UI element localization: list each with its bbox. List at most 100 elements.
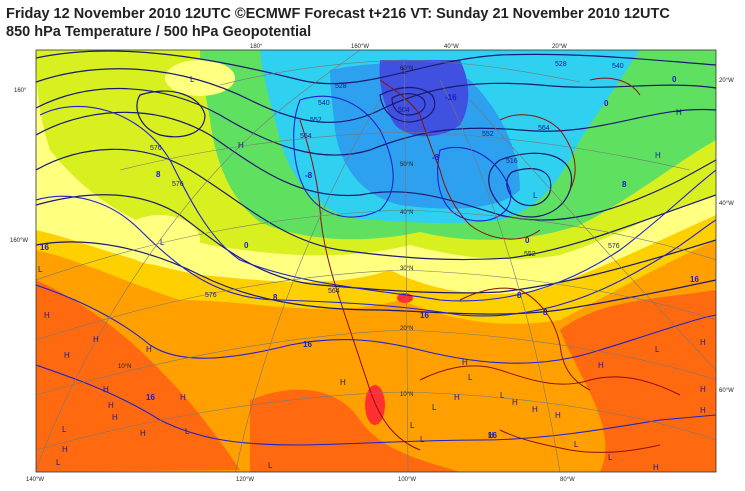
lat-right-label: 20°W [719, 78, 734, 84]
pressure-center-marker: H [488, 431, 494, 440]
temp-label: 8 [156, 170, 161, 179]
geo-label: 564 [538, 125, 550, 132]
graticule [36, 50, 716, 472]
lat-inner-label: 30°N [400, 266, 413, 272]
pressure-center-marker: L [533, 191, 538, 200]
lat-inner-label: 60°N [400, 66, 413, 72]
lon-bottom-label: 120°W [236, 477, 254, 483]
pressure-center-marker: L [420, 435, 425, 444]
pressure-center-marker: H [44, 311, 50, 320]
temp-label: 0 [244, 241, 249, 250]
geo-label: 564 [328, 288, 340, 295]
pressure-center-marker: H [112, 413, 118, 422]
pressure-center-marker: H [454, 393, 460, 402]
geo-label: 564 [300, 133, 312, 140]
pressure-center-marker: L [432, 403, 437, 412]
pressure-center-marker: H [180, 393, 186, 402]
geo-label: 576 [150, 145, 162, 152]
pressure-center-marker: H [653, 463, 659, 472]
geo-label: 528 [335, 83, 347, 90]
lon-top-label: 160°W [351, 44, 369, 50]
temperature-labels: 0 8 8 16 16 16 16 16 -8 0 8 16 8 0 8 -16… [40, 75, 699, 440]
pressure-center-marker: L [160, 238, 165, 247]
pressure-center-marker: L [190, 75, 195, 84]
lat-inner-label: 20°N [400, 326, 413, 332]
geo-label: 540 [612, 63, 624, 70]
pressure-center-marker: L [574, 440, 579, 449]
lat-inner-label: 50°N [400, 162, 413, 168]
pressure-center-marker: L [268, 461, 273, 470]
geo-label: 540 [318, 100, 330, 107]
pressure-center-marker: L [56, 458, 61, 467]
geopotential-contours [36, 50, 716, 315]
temp-spot-north-l [165, 60, 235, 96]
inner-latitude-labels: 60°N 50°N 40°N 30°N 20°N 10°N 10°N [118, 66, 413, 398]
pressure-center-marker: H [676, 108, 682, 117]
pressure-center-marker: L [38, 265, 43, 274]
lon-bottom-label: 80°W [560, 477, 575, 483]
lat-right-label: 60°W [719, 388, 734, 394]
temp-label: 0 [672, 75, 677, 84]
temp-band-20-south [250, 389, 460, 472]
temp-label: 16 [690, 275, 699, 284]
pressure-center-marker: H [93, 335, 99, 344]
map-frame [35, 49, 717, 473]
coastlines [299, 77, 681, 453]
pressure-center-marker: H [103, 385, 109, 394]
pressure-center-marker: H [238, 141, 244, 150]
pressure-center-marker: H [555, 411, 561, 420]
pressure-center-marker: H [146, 345, 152, 354]
outer-axis-labels: 140°W 120°W 100°W 80°W 180° 160°W 40°W 2… [10, 44, 734, 483]
geo-label: 552 [310, 117, 322, 124]
geo-label: 576 [608, 243, 620, 250]
pressure-center-marker: H [140, 429, 146, 438]
lat-left-label: 160° [14, 88, 27, 94]
pressure-center-marker: H [62, 445, 68, 454]
pressure-center-marker: L [608, 453, 613, 462]
temp-label: -8 [305, 171, 313, 180]
pressure-center-marker: H [108, 401, 114, 410]
pressure-center-marker: H [532, 405, 538, 414]
pressure-center-marker: H [700, 385, 706, 394]
pressure-center-marker: L [185, 427, 190, 436]
lon-bottom-label: 100°W [398, 477, 416, 483]
temp-spot-baja-24 [365, 385, 385, 425]
temp-label: 8 [517, 291, 522, 300]
pressure-centers: L H L L L H H H H H H L H H L L H L H L … [38, 67, 706, 472]
temp-label: 8 [543, 308, 548, 317]
geo-label: 576 [172, 181, 184, 188]
geo-label: 576 [205, 292, 217, 299]
pressure-center-marker: H [598, 361, 604, 370]
pressure-center-marker: H [655, 151, 661, 160]
pressure-center-marker: L [468, 373, 473, 382]
lat-inner-label: 40°N [400, 210, 413, 216]
temp-label: 0 [604, 99, 609, 108]
pressure-center-marker: L [655, 345, 660, 354]
temp-band-20-east [560, 290, 716, 472]
pressure-center-marker: H [512, 398, 518, 407]
geo-label: 516 [506, 158, 518, 165]
lon-top-label: 180° [250, 44, 263, 50]
temp-label: 16 [303, 340, 312, 349]
lat-inner-label: 10°N [118, 364, 131, 370]
geo-label: 528 [555, 61, 567, 68]
geopotential-labels: 528 540 552 564 576 552 564 576 516 504 … [150, 61, 624, 299]
temp-label: 8 [622, 180, 627, 189]
temp-label: 16 [488, 431, 497, 440]
lon-top-label: 40°W [444, 44, 459, 50]
title-line-1: Friday 12 November 2010 12UTC ©ECMWF For… [6, 6, 670, 22]
pressure-center-marker: H [64, 351, 70, 360]
geo-label: 504 [398, 107, 410, 114]
temp-label: 8 [273, 293, 278, 302]
lat-left-label: 160°W [10, 238, 28, 244]
pressure-center-marker: L [410, 421, 415, 430]
lon-bottom-label: 140°W [26, 477, 44, 483]
pressure-center-marker: L [62, 425, 67, 434]
temp-label: 16 [420, 311, 429, 320]
pressure-center-marker: H [700, 338, 706, 347]
temp-label: 16 [146, 393, 155, 402]
temp-band-minus16 [379, 60, 469, 137]
lat-right-label: 40°W [719, 201, 734, 207]
temp-label: 16 [40, 243, 49, 252]
